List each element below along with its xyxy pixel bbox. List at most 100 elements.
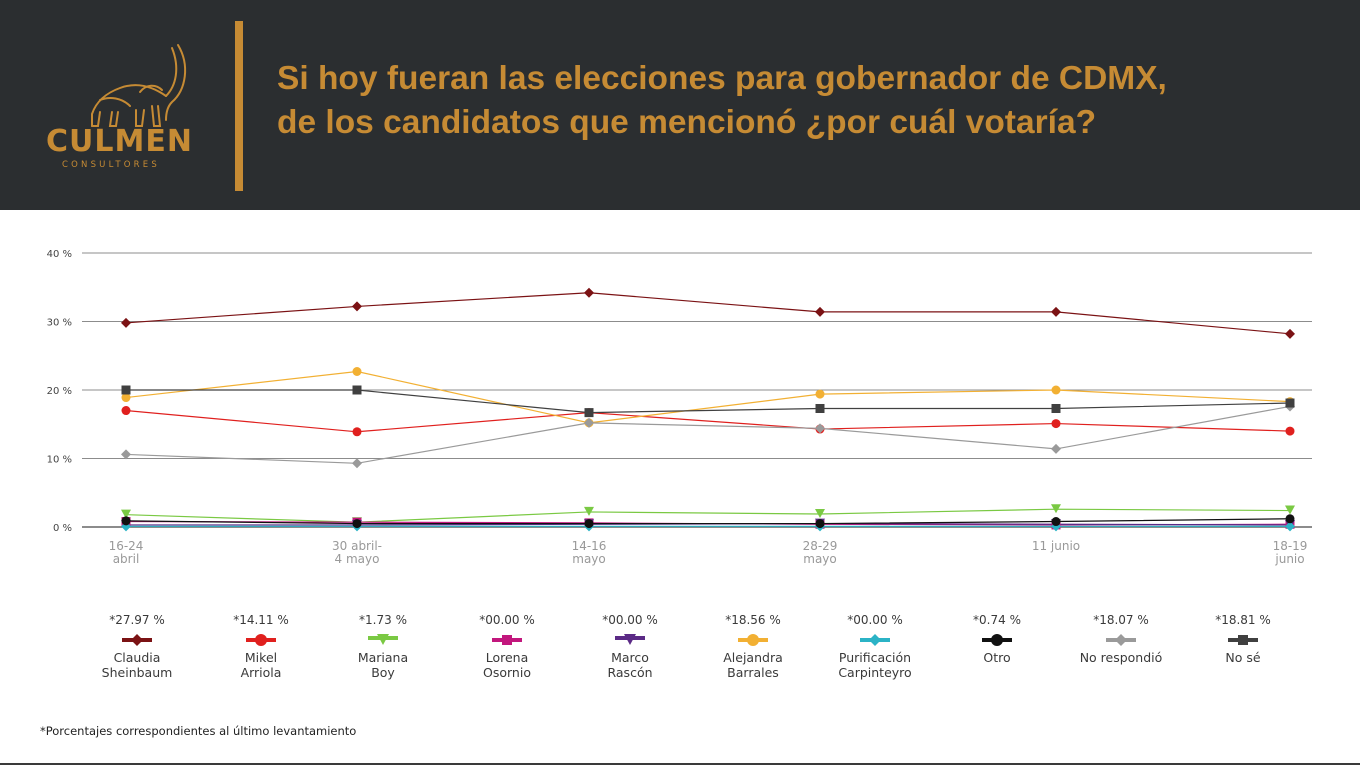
series-line bbox=[125, 292, 1291, 335]
data-point bbox=[584, 287, 594, 298]
legend-percentage: *00.00 % bbox=[847, 613, 903, 627]
data-point bbox=[1285, 521, 1295, 532]
legend-label-line2: Carpinteyro bbox=[838, 665, 912, 680]
series-line bbox=[125, 508, 1291, 523]
data-point bbox=[1285, 398, 1295, 408]
data-point bbox=[815, 519, 825, 529]
x-tick-label: abril bbox=[113, 552, 140, 566]
data-point bbox=[815, 423, 825, 434]
x-tick-label: 14-16 bbox=[572, 539, 607, 553]
series-line bbox=[125, 405, 1291, 464]
legend-percentage: *1.73 % bbox=[359, 613, 407, 627]
logo-wordmark: CULMEN bbox=[46, 124, 193, 159]
x-tick-label: 4 mayo bbox=[335, 552, 380, 566]
x-tick-label: 16-24 bbox=[109, 539, 144, 553]
legend-marker-icon bbox=[1056, 630, 1186, 650]
elephant-logo-icon bbox=[91, 44, 187, 127]
data-point bbox=[815, 508, 825, 518]
data-point bbox=[352, 301, 362, 312]
header-divider bbox=[235, 21, 243, 191]
data-point bbox=[1051, 306, 1061, 317]
legend-label-line1: Alejandra bbox=[723, 650, 783, 665]
data-point bbox=[1285, 328, 1295, 339]
x-tick-label: 30 abril- bbox=[332, 539, 382, 553]
legend-label-line2: Arriola bbox=[240, 665, 282, 680]
data-point bbox=[584, 408, 594, 418]
legend-label-line1: Marco bbox=[611, 650, 649, 665]
legend-item-sheinbaum: *27.97 % Claudia Sheinbaum bbox=[72, 612, 202, 680]
data-point bbox=[1051, 403, 1061, 413]
legend-marker-icon bbox=[442, 630, 572, 650]
legend-percentage: *18.07 % bbox=[1093, 613, 1149, 627]
data-point bbox=[121, 393, 131, 403]
x-tick-label: 18-19 bbox=[1273, 539, 1308, 553]
series-line bbox=[125, 370, 1291, 424]
legend-label-line2: Osornio bbox=[483, 665, 531, 680]
legend-percentage: *14.11 % bbox=[233, 613, 289, 627]
legend-item-carpinteyro: *00.00 % Purificación Carpinteyro bbox=[810, 612, 940, 680]
legend-label-line1: Claudia bbox=[113, 650, 161, 665]
data-point bbox=[1051, 419, 1061, 429]
x-tick-label: 28-29 bbox=[803, 539, 838, 553]
header-banner: CULMEN CONSULTORES Si hoy fueran las ele… bbox=[0, 0, 1360, 210]
legend-marker-icon bbox=[1178, 630, 1308, 650]
bottom-border bbox=[0, 763, 1360, 765]
page-title: Si hoy fueran las elecciones para gobern… bbox=[277, 57, 1337, 145]
legend-item-boy: *1.73 % Mariana Boy bbox=[318, 612, 448, 680]
legend-item-arriola: *14.11 % Mikel Arriola bbox=[196, 612, 326, 680]
title-line-2: de los candidatos que mencionó ¿por cuál… bbox=[277, 104, 1097, 141]
legend-marker-icon bbox=[196, 630, 326, 650]
data-point bbox=[1051, 504, 1061, 514]
series-line bbox=[125, 409, 1291, 433]
x-tick-label: junio bbox=[1274, 552, 1304, 566]
data-point bbox=[815, 403, 825, 413]
data-point bbox=[121, 449, 131, 460]
legend-label-line1: Mikel bbox=[244, 650, 278, 665]
data-point bbox=[352, 458, 362, 469]
data-point bbox=[352, 385, 362, 395]
legend-item-rascon: *00.00 % Marco Rascón bbox=[565, 612, 695, 680]
legend-marker-icon bbox=[565, 630, 695, 650]
legend-label-line2: Boy bbox=[371, 665, 395, 680]
legend-label-line1: Mariana bbox=[357, 650, 409, 665]
legend-label-line2: Rascón bbox=[607, 665, 653, 680]
legend-marker-icon bbox=[72, 630, 202, 650]
legend-marker-icon bbox=[932, 630, 1062, 650]
series-line bbox=[125, 518, 1291, 525]
logo-subtitle: CONSULTORES bbox=[62, 160, 160, 170]
legend-label-line1: Purificación bbox=[838, 650, 912, 665]
y-tick-label: 20 % bbox=[47, 386, 72, 397]
y-tick-label: 0 % bbox=[53, 523, 72, 534]
legend-item-barrales: *18.56 % Alejandra Barrales bbox=[688, 612, 818, 680]
legend-label-line1: No respondió bbox=[1079, 650, 1163, 665]
legend-label-line1: Otro bbox=[983, 650, 1011, 665]
y-tick-label: 30 % bbox=[47, 318, 72, 329]
data-point bbox=[1285, 426, 1295, 436]
legend-percentage: *27.97 % bbox=[109, 613, 165, 627]
data-point bbox=[1051, 517, 1061, 527]
data-point bbox=[352, 519, 362, 529]
legend-label-line1: No sé bbox=[1225, 650, 1261, 665]
x-tick-label: mayo bbox=[803, 552, 837, 566]
data-point bbox=[121, 509, 131, 519]
legend-label-line1: Lorena bbox=[485, 650, 529, 665]
legend-marker-icon bbox=[810, 630, 940, 650]
data-point bbox=[584, 417, 594, 428]
data-point bbox=[121, 385, 131, 395]
legend-percentage: *00.00 % bbox=[602, 613, 658, 627]
footnote: *Porcentajes correspondientes al último … bbox=[40, 724, 357, 738]
y-tick-label: 40 % bbox=[47, 249, 72, 260]
title-line-1: Si hoy fueran las elecciones para gobern… bbox=[277, 60, 1167, 97]
data-point bbox=[815, 306, 825, 317]
data-point bbox=[121, 516, 131, 526]
legend-label-line2: Barrales bbox=[727, 665, 779, 680]
legend-percentage: *0.74 % bbox=[973, 613, 1021, 627]
data-point bbox=[815, 389, 825, 399]
data-point bbox=[1051, 385, 1061, 395]
y-tick-label: 10 % bbox=[47, 455, 72, 466]
legend-percentage: *18.56 % bbox=[725, 613, 781, 627]
data-point bbox=[352, 427, 362, 437]
data-point bbox=[121, 317, 131, 328]
data-point bbox=[584, 506, 594, 516]
